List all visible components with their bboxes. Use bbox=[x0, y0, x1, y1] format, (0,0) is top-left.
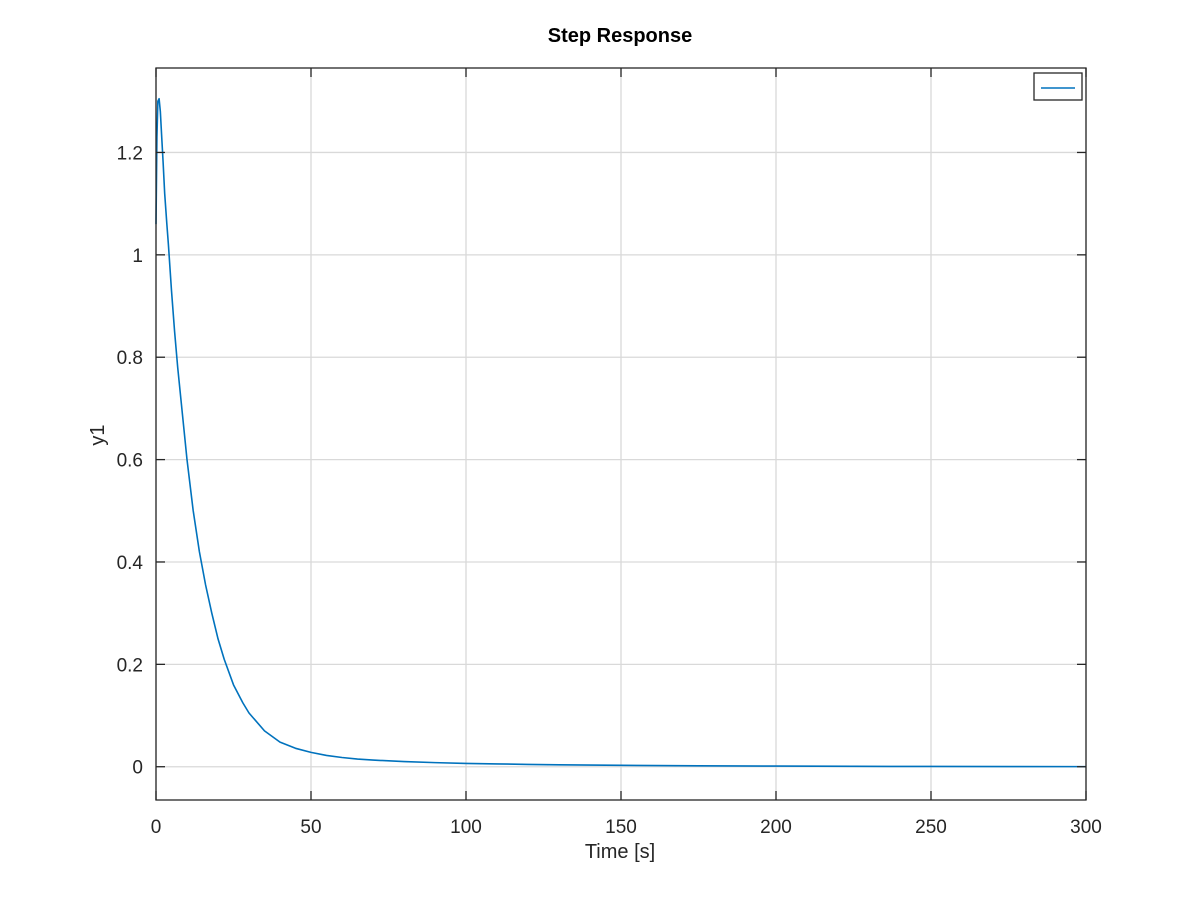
y-tick-label: 0 bbox=[132, 758, 143, 779]
tick-marks bbox=[155, 68, 1087, 800]
plot-area bbox=[155, 97, 1087, 768]
y-tick-labels: 0 0.2 0.4 0.6 0.8 1 1.2 bbox=[117, 143, 144, 778]
x-tick-label: 150 bbox=[605, 817, 637, 838]
y-tick-label: 0.8 bbox=[117, 348, 143, 369]
x-tick-label: 300 bbox=[1070, 817, 1102, 838]
x-tick-label: 50 bbox=[300, 817, 321, 838]
legend bbox=[1033, 72, 1083, 101]
y-tick-label: 0.4 bbox=[117, 553, 144, 574]
y-tick-label: 0.6 bbox=[117, 451, 143, 472]
x-tick-label: 100 bbox=[450, 817, 482, 838]
x-tick-label: 250 bbox=[915, 817, 947, 838]
x-tick-label: 0 bbox=[151, 817, 162, 838]
y-tick-label: 0.2 bbox=[117, 655, 143, 676]
x-tick-label: 200 bbox=[760, 817, 792, 838]
y-tick-label: 1 bbox=[132, 246, 143, 267]
y-tick-label: 1.2 bbox=[117, 143, 143, 164]
y-axis-label: y1 bbox=[87, 424, 109, 445]
series-line bbox=[155, 97, 1087, 768]
chart-title: Step Response bbox=[548, 25, 692, 47]
legend-box bbox=[1033, 72, 1083, 101]
x-tick-labels: 0 50 100 150 200 250 300 bbox=[151, 817, 1102, 838]
x-axis-label: Time [s] bbox=[585, 841, 655, 863]
